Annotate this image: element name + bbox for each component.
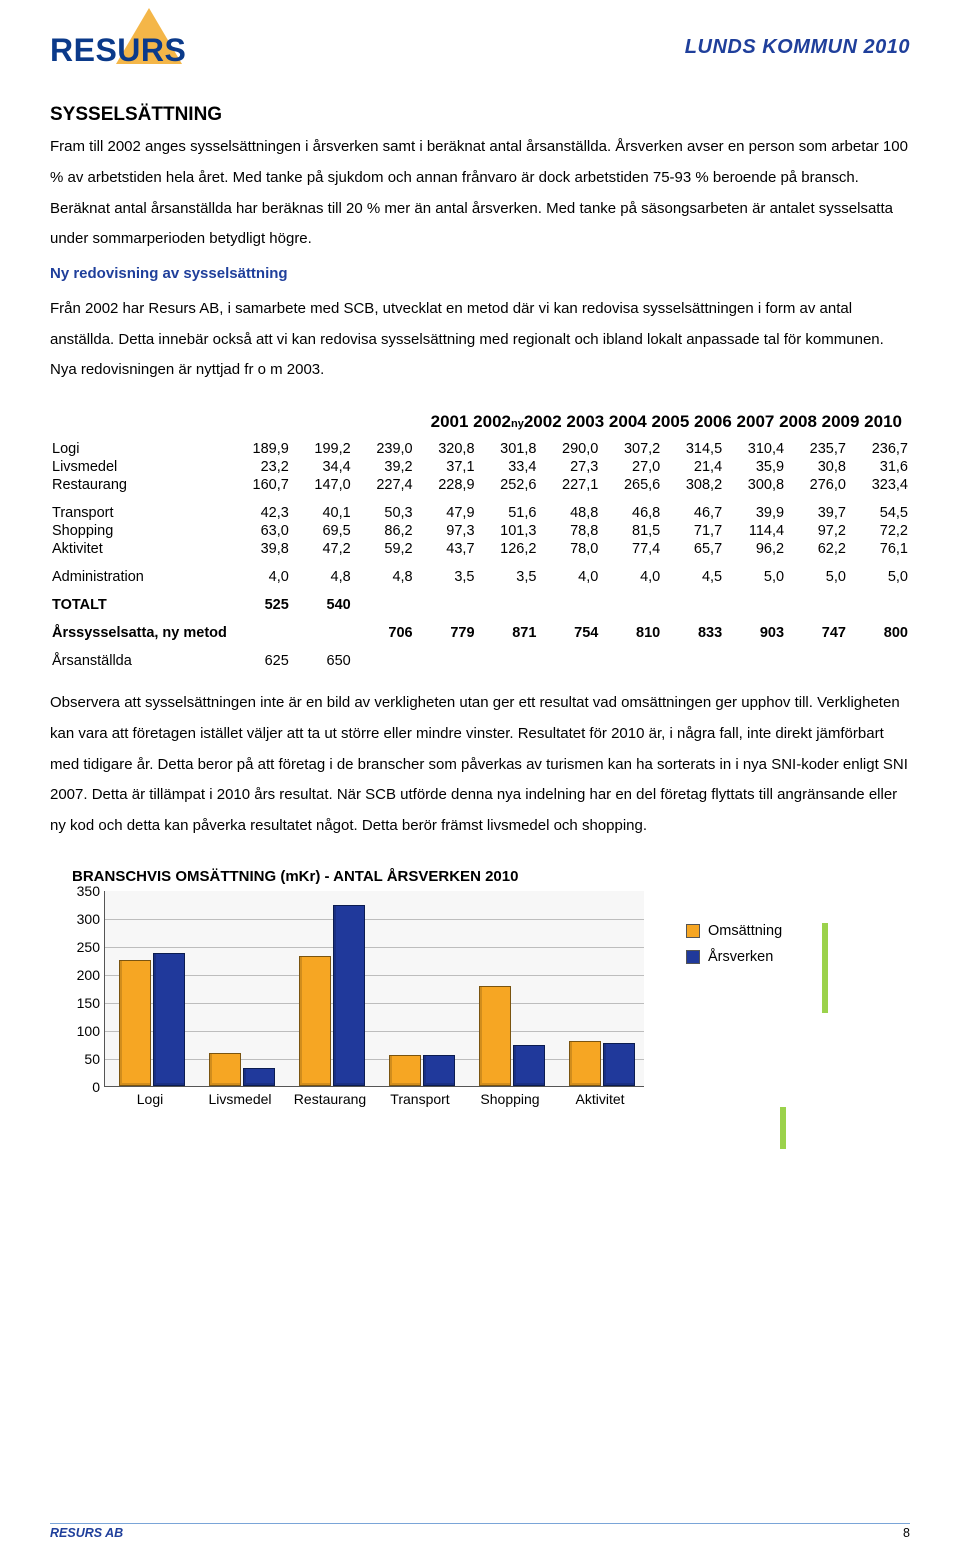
bar-omsattning (569, 1041, 601, 1086)
bar-arsverken (513, 1045, 545, 1085)
table-row: TOTALT525540 (50, 596, 910, 614)
table-row: Transport42,340,150,347,951,648,846,846,… (50, 504, 910, 522)
y-axis-tick: 350 (56, 883, 100, 899)
table-row: Årssysselsatta, ny metod7067798717548108… (50, 624, 910, 642)
bar-omsattning (479, 986, 511, 1086)
x-axis-tick: Logi (137, 1091, 163, 1107)
table-row: Logi189,9199,2239,0320,8301,8290,0307,23… (50, 440, 910, 458)
bar-omsattning (209, 1053, 241, 1085)
y-axis-tick: 100 (56, 1023, 100, 1039)
legend-arsverken: Årsverken (708, 949, 773, 965)
intro-paragraph-1: Fram till 2002 anges sysselsättningen i … (50, 132, 910, 255)
section-heading: SYSSELSÄTTNING (50, 104, 910, 126)
decorative-strip (822, 923, 828, 1013)
y-axis-tick: 200 (56, 967, 100, 983)
bar-arsverken (153, 953, 185, 1086)
bar-chart: 050100150200250300350LogiLivsmedelRestau… (56, 891, 656, 1115)
footer-brand: RESURS AB (50, 1526, 123, 1540)
y-axis-tick: 250 (56, 939, 100, 955)
table-row: Aktivitet39,847,259,243,7126,278,077,465… (50, 540, 910, 558)
x-axis-tick: Aktivitet (575, 1091, 624, 1107)
bar-arsverken (333, 905, 365, 1086)
table-row: Livsmedel23,234,439,237,133,427,327,021,… (50, 458, 910, 476)
page-number: 8 (903, 1526, 910, 1540)
bar-omsattning (119, 960, 151, 1086)
x-axis-tick: Restaurang (294, 1091, 366, 1107)
bar-arsverken (423, 1055, 455, 1086)
x-axis-tick: Livsmedel (208, 1091, 271, 1107)
x-axis-tick: Shopping (480, 1091, 539, 1107)
intro-paragraph-2: Från 2002 har Resurs AB, i samarbete med… (50, 294, 910, 386)
table-row: Administration4,04,84,83,53,54,04,04,55,… (50, 568, 910, 586)
y-axis-tick: 150 (56, 995, 100, 1011)
y-axis-tick: 0 (56, 1079, 100, 1095)
y-axis-tick: 300 (56, 911, 100, 927)
x-axis-tick: Transport (390, 1091, 449, 1107)
decorative-strip-2 (780, 1107, 786, 1149)
table-row: Shopping63,069,586,297,3101,378,881,571,… (50, 522, 910, 540)
chart-legend: Omsättning Årsverken (686, 923, 782, 975)
table-year-header: 2001 2002ny2002 2003 2004 2005 2006 2007… (50, 412, 910, 432)
table-row: Restaurang160,7147,0227,4228,9252,6227,1… (50, 476, 910, 494)
legend-omsattning: Omsättning (708, 923, 782, 939)
subheading: Ny redovisning av sysselsättning (50, 259, 910, 290)
bar-arsverken (243, 1068, 275, 1086)
data-table: Logi189,9199,2239,0320,8301,8290,0307,23… (50, 440, 910, 670)
doc-context: LUNDS KOMMUN 2010 (685, 18, 910, 59)
bar-omsattning (299, 956, 331, 1086)
brand-logo: RESURS (50, 18, 220, 84)
bar-omsattning (389, 1055, 421, 1086)
table-row: Årsanställda625650 (50, 652, 910, 670)
brand-text: RESURS (50, 32, 186, 69)
chart-title: BRANSCHVIS OMSÄTTNING (mKr) - ANTAL ÅRSV… (72, 868, 910, 885)
y-axis-tick: 50 (56, 1051, 100, 1067)
bar-arsverken (603, 1043, 635, 1086)
page-footer: RESURS AB 8 (50, 1523, 910, 1540)
note-paragraph: Observera att sysselsättningen inte är e… (50, 688, 910, 842)
